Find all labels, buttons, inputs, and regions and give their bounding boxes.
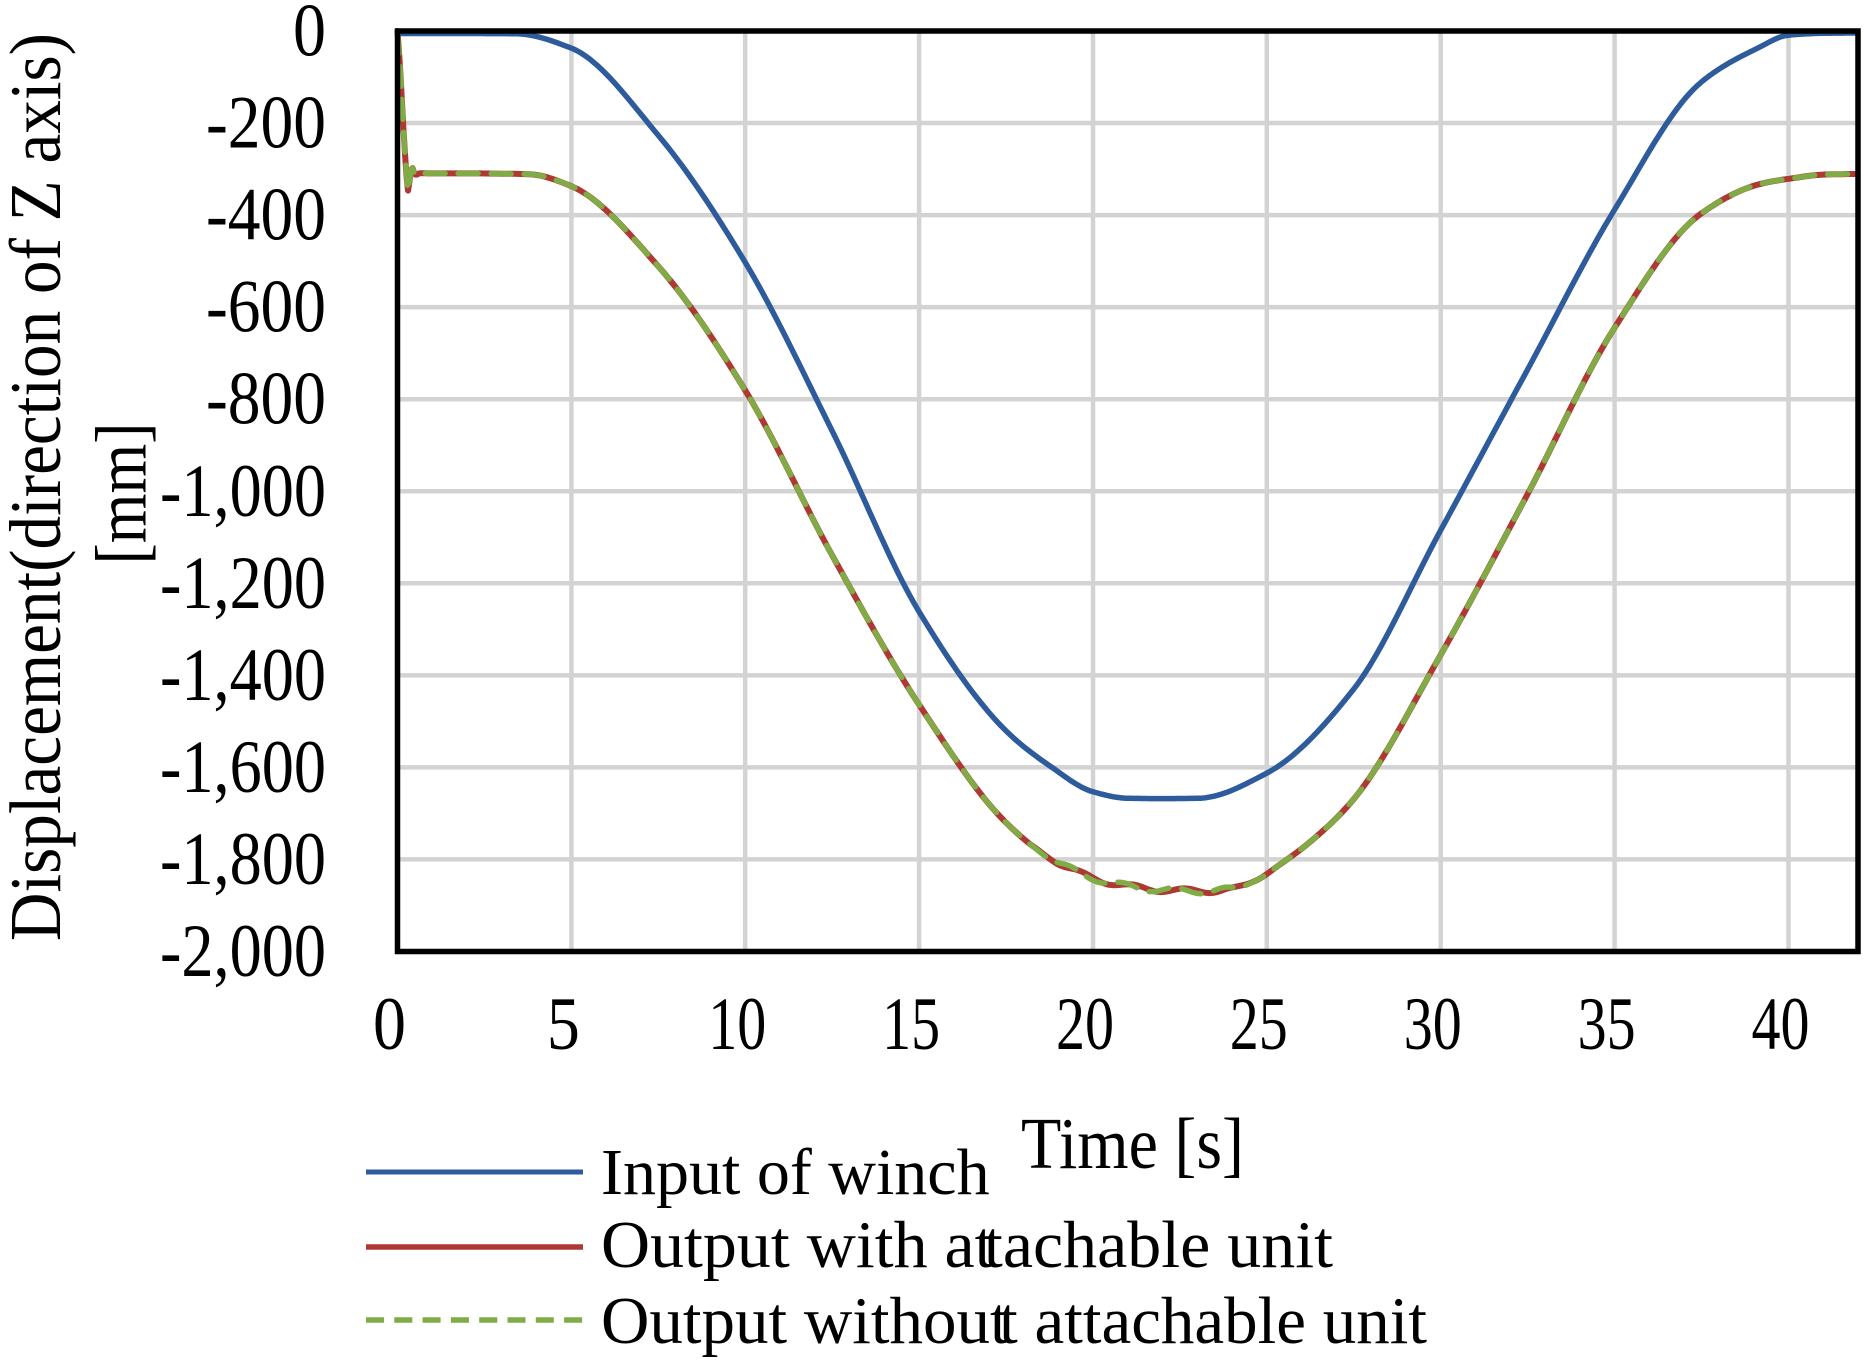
svg-text:[mm]: [mm] xyxy=(81,423,162,565)
svg-text:20: 20 xyxy=(1056,983,1114,1066)
svg-text:-1,800: -1,800 xyxy=(160,818,326,901)
svg-text:Time [s]: Time [s] xyxy=(1021,1103,1244,1184)
svg-text:35: 35 xyxy=(1578,983,1636,1066)
svg-text:0: 0 xyxy=(293,0,326,73)
svg-text:Output withoutt attachable uni: Output withoutt attachable unit xyxy=(601,1284,1427,1358)
svg-text:25: 25 xyxy=(1230,983,1288,1066)
svg-text:5: 5 xyxy=(547,983,580,1066)
svg-text:-200: -200 xyxy=(206,82,326,165)
svg-text:30: 30 xyxy=(1404,983,1462,1066)
svg-text:-1,000: -1,000 xyxy=(160,450,326,533)
svg-text:0: 0 xyxy=(373,983,406,1066)
svg-text:Displacement(direction of Z ax: Displacement(direction of Z axis) xyxy=(0,33,76,941)
svg-text:-600: -600 xyxy=(206,266,326,349)
svg-text:15: 15 xyxy=(882,983,940,1066)
svg-text:-2,000: -2,000 xyxy=(160,910,326,993)
svg-text:Input of winch: Input of winch xyxy=(601,1136,990,1209)
svg-text:-1,400: -1,400 xyxy=(160,634,326,717)
svg-text:-400: -400 xyxy=(206,174,326,257)
svg-text:Output with attachable unit: Output with attachable unit xyxy=(601,1208,1333,1282)
svg-text:10: 10 xyxy=(708,983,766,1066)
svg-text:-800: -800 xyxy=(206,358,326,441)
svg-text:-1,600: -1,600 xyxy=(160,726,326,809)
svg-text:-1,200: -1,200 xyxy=(160,542,326,625)
svg-text:40: 40 xyxy=(1752,983,1810,1066)
